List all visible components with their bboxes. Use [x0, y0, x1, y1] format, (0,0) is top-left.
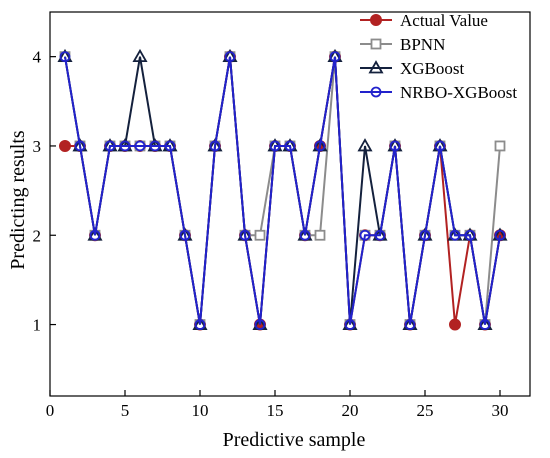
data-point: [284, 140, 296, 152]
data-point: [254, 319, 266, 330]
data-point: [299, 229, 311, 241]
y-axis-title: Predicting results: [7, 130, 29, 270]
legend-item: BPNN: [360, 35, 445, 54]
x-axis-title: Predictive sample: [223, 429, 366, 451]
data-point: [254, 229, 266, 241]
data-point: [344, 319, 356, 330]
legend-label: XGBoost: [400, 59, 465, 78]
data-point: [494, 140, 506, 152]
y-tick-label: 2: [33, 226, 42, 245]
data-point: [434, 140, 446, 152]
x-tick-label: 30: [492, 401, 509, 420]
data-point: [494, 229, 506, 241]
data-point: [164, 140, 176, 152]
legend-item: XGBoost: [360, 59, 465, 78]
data-point: [194, 319, 206, 330]
data-point: [374, 229, 386, 241]
data-point: [224, 51, 236, 63]
data-point: [59, 139, 71, 152]
x-tick-label: 15: [267, 401, 284, 420]
data-point: [104, 140, 116, 152]
data-point: [89, 229, 101, 241]
legend-item: Actual Value: [360, 11, 488, 30]
data-point: [449, 229, 461, 241]
series-line: [64, 56, 501, 325]
legend-marker: [370, 38, 382, 50]
y-tick-label: 4: [33, 48, 42, 67]
x-tick-label: 5: [121, 401, 130, 420]
legend-label: NRBO-XGBoost: [400, 83, 517, 102]
data-point: [209, 140, 221, 152]
data-point: [449, 318, 461, 331]
data-point: [329, 51, 341, 63]
data-point: [239, 229, 251, 241]
x-tick-label: 0: [46, 401, 55, 420]
legend-marker: [368, 60, 384, 74]
x-tick-label: 20: [342, 401, 359, 420]
data-point: [74, 140, 86, 152]
data-point: [314, 140, 326, 152]
legend-item: NRBO-XGBoost: [360, 83, 517, 102]
legend-marker: [370, 14, 382, 26]
data-point: [357, 138, 373, 152]
data-point: [59, 51, 71, 63]
series-nrbo-xgboost: [59, 51, 506, 330]
legend-label: Actual Value: [400, 11, 488, 30]
data-point: [464, 229, 476, 241]
data-point: [314, 229, 326, 241]
data-point: [419, 229, 431, 241]
y-tick-label: 1: [33, 316, 42, 335]
data-point: [359, 229, 371, 241]
data-point: [404, 319, 416, 330]
data-point: [179, 229, 191, 241]
legend-marker: [370, 86, 382, 98]
legend-label: BPNN: [400, 35, 445, 54]
data-point: [132, 48, 148, 63]
x-tick-label: 25: [417, 401, 434, 420]
data-point: [389, 140, 401, 152]
legend: Actual Value BPNN XGBoost NRBO-XGBoost: [360, 11, 517, 102]
plot-area: [57, 48, 508, 331]
data-point: [134, 140, 146, 152]
plot-frame: [49, 11, 531, 397]
data-point: [149, 140, 161, 152]
y-tick-label: 3: [33, 137, 42, 156]
x-tick-label: 10: [192, 401, 209, 420]
data-point: [119, 140, 131, 152]
data-point: [269, 140, 281, 152]
axes: 0 5 10 15 20 25 30 1 2 3 4: [33, 11, 531, 420]
data-point: [479, 319, 491, 330]
